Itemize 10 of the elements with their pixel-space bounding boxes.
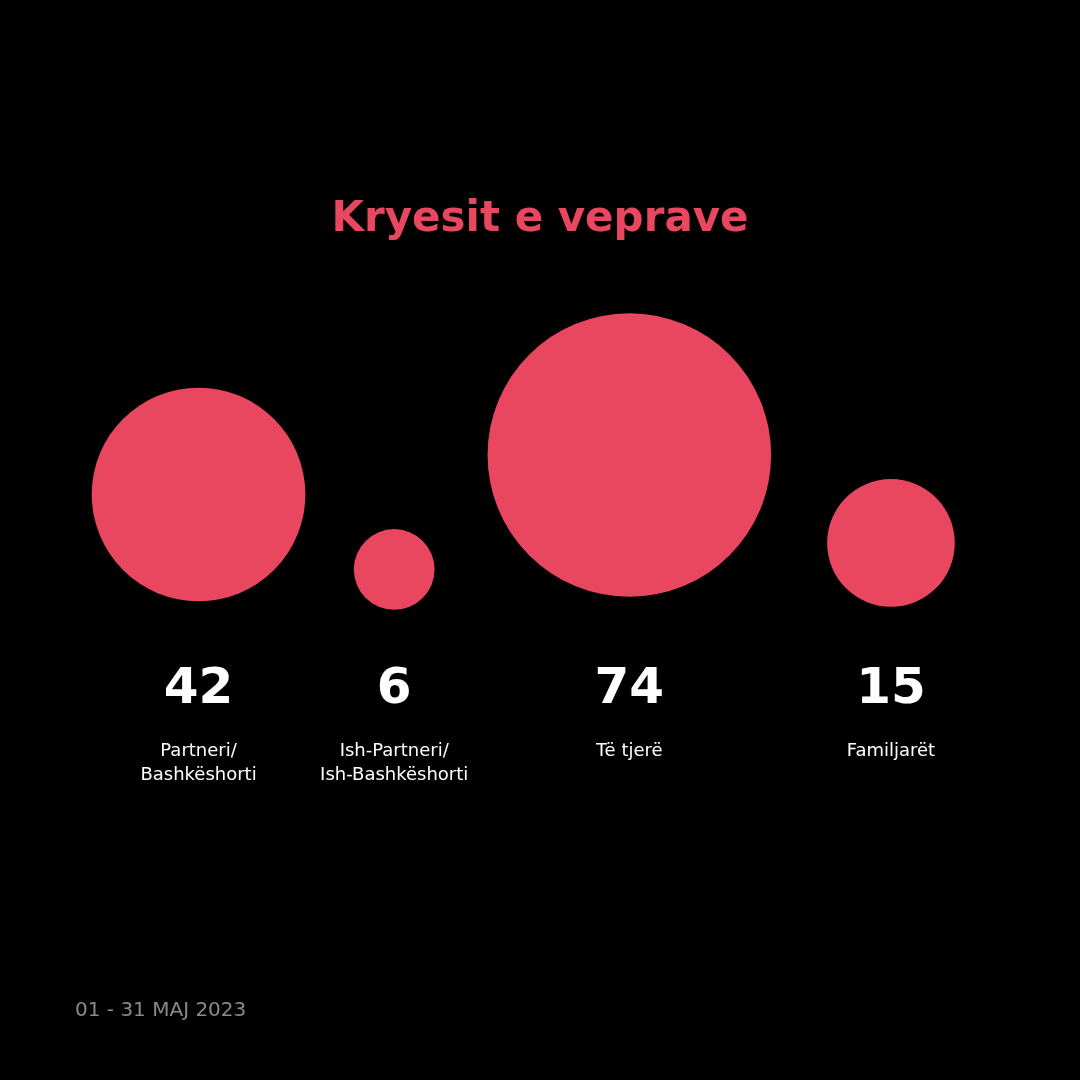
category-label: Familjarët xyxy=(846,739,936,760)
text: 01 - 31 MAJ 2023 xyxy=(75,997,247,1021)
category-label: Ish-Partneri/ Ish-Bashkëshorti xyxy=(320,739,469,784)
data-label: 42 xyxy=(163,657,234,715)
text: Kryesit e veprave xyxy=(331,192,749,241)
category-label: Partneri/ Bashkëshorti xyxy=(140,739,257,784)
category-label: Të tjerë xyxy=(595,739,663,760)
data-label: 6 xyxy=(376,657,412,715)
data-label: 74 xyxy=(594,657,665,715)
data-label: 15 xyxy=(856,657,926,715)
